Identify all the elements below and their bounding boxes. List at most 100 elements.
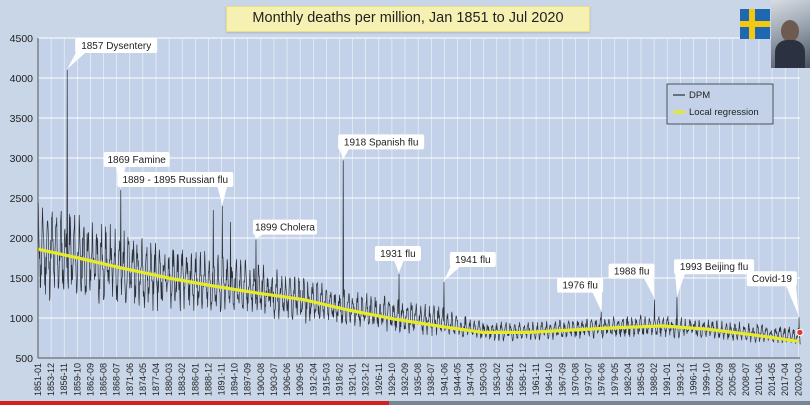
x-tick-label: 1953-02 [492, 363, 502, 396]
annotation-box [608, 263, 655, 279]
x-tick-label: 1915-03 [321, 363, 331, 396]
x-tick-label: 2008-07 [741, 363, 751, 396]
presenter-webcam [771, 0, 810, 68]
x-tick-label: 2011-06 [754, 363, 764, 395]
x-tick-label: 2014-05 [767, 363, 777, 396]
regression-point [76, 256, 81, 260]
annotation-callout: 1941 flu [443, 252, 496, 281]
x-tick-label: 1970-08 [570, 363, 580, 396]
annotation-pointer [67, 52, 87, 69]
x-tick-label: 1909-05 [295, 363, 305, 396]
regression-point [121, 266, 125, 270]
annotation-box [338, 134, 425, 150]
annotation-label: 1899 Cholera [255, 223, 315, 234]
x-tick-label: 1991-01 [662, 363, 672, 396]
regression-point [301, 298, 305, 302]
x-tick-label: 1897-09 [243, 363, 253, 396]
regression-point [256, 291, 260, 295]
annotation-label: 1993 Beijing flu [680, 262, 748, 273]
x-tick-label: 1891-11 [217, 363, 227, 395]
annotation-label: 1931 flu [380, 249, 416, 260]
y-tick-label: 4500 [10, 33, 34, 45]
annotation-pointer [443, 266, 461, 281]
x-tick-label: 1947-04 [466, 363, 476, 396]
x-tick-label: 1871-06 [125, 363, 135, 396]
x-tick-label: 1958-12 [518, 363, 528, 396]
annotation-pointer [675, 273, 686, 297]
annotation-box [674, 259, 755, 275]
x-tick-label: 2020-03 [793, 363, 803, 396]
y-tick-label: 1500 [10, 273, 34, 285]
x-tick-label: 1912-04 [308, 363, 318, 396]
x-tick-label: 2017-04 [780, 363, 790, 396]
annotation-box [75, 38, 158, 53]
annotation-callout: 1918 Spanish flu [338, 134, 425, 160]
legend-label-dpm: DPM [689, 90, 710, 101]
x-tick-label: 1988-02 [649, 363, 659, 396]
x-tick-label: 1874-05 [138, 363, 148, 396]
regression-point [211, 284, 215, 288]
video-progress-fill[interactable] [0, 401, 389, 405]
regression-point [706, 327, 710, 331]
x-tick-label: 1906-06 [282, 363, 292, 396]
sweden-flag-icon [740, 9, 770, 39]
regression-point [750, 333, 755, 337]
annotation-callout: 1988 flu [608, 263, 655, 299]
x-tick-label: 1973-07 [584, 363, 594, 396]
regression-point [166, 276, 170, 280]
x-tick-label: 1964-10 [544, 363, 554, 396]
chart-title: Monthly deaths per million, Jan 1851 to … [252, 10, 564, 26]
regression-point [795, 339, 800, 343]
x-tick-label: 1961-11 [531, 363, 541, 395]
x-tick-label: 1862-09 [85, 363, 95, 396]
x-tick-label: 1877-04 [151, 363, 161, 396]
annotation-label: Covid-19 [752, 274, 792, 285]
regression-point [481, 330, 485, 334]
annotation-callout: 1976 flu [557, 277, 604, 311]
x-tick-label: 1926-11 [374, 363, 384, 395]
annotation-pointer [643, 277, 655, 299]
x-tick-label: 1856-11 [59, 363, 69, 395]
annotation-box [117, 172, 234, 187]
annotation-pointer [393, 260, 404, 273]
covid-marker [796, 328, 804, 337]
x-tick-label: 1894-10 [230, 363, 240, 396]
x-tick-label: 1999-10 [702, 363, 712, 396]
x-tick-label: 1944-05 [452, 363, 462, 396]
chart-title-box: Monthly deaths per million, Jan 1851 to … [226, 6, 590, 32]
x-tick-label: 1921-01 [348, 363, 358, 396]
y-tick-label: 1000 [10, 313, 34, 325]
annotation-label: 1918 Spanish flu [344, 137, 419, 148]
y-tick-label: 4000 [10, 73, 34, 85]
series-local-regression-line [37, 247, 798, 343]
x-tick-label: 1865-08 [99, 363, 109, 396]
series-dpm-line [37, 69, 801, 345]
regression-point [616, 326, 620, 330]
x-tick-label: 1982-04 [623, 363, 633, 396]
x-tick-label: 1932-09 [400, 363, 410, 396]
x-tick-label: 1938-07 [426, 363, 436, 396]
annotation-callout: 1993 Beijing flu [674, 259, 755, 297]
legend-label-regression: Local regression [689, 107, 759, 118]
x-tick-label: 1967-09 [557, 363, 567, 396]
annotation-callout: 1899 Cholera [252, 219, 317, 239]
y-tick-label: 2500 [10, 193, 34, 205]
x-tick-label: 1929-10 [387, 363, 397, 396]
x-tick-label: 1923-12 [361, 363, 371, 396]
x-tick-label: 1996-11 [688, 363, 698, 395]
video-progress-track[interactable] [0, 401, 810, 405]
y-tick-label: 3500 [10, 113, 34, 125]
regression-point [436, 324, 440, 328]
annotation-box [557, 277, 604, 293]
x-tick-label: 1956-01 [505, 363, 515, 396]
annotation-pointer [592, 291, 603, 311]
annotation-box [103, 152, 170, 167]
x-tick-label: 1900-08 [256, 363, 266, 396]
annotation-pointer [217, 186, 228, 205]
annotation-box [449, 252, 496, 267]
x-tick-label: 1888-12 [203, 363, 213, 396]
legend-box [666, 83, 774, 125]
annotation-callout: 1857 Dysentery [67, 38, 158, 69]
